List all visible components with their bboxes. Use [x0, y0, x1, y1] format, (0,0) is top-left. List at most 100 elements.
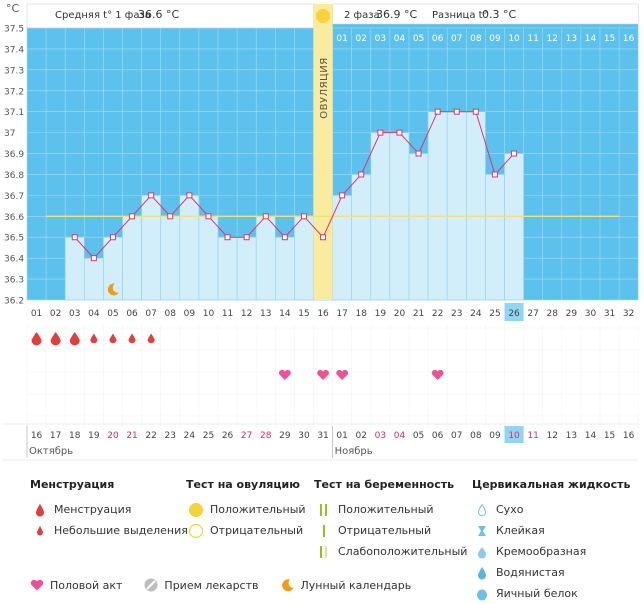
- cycle-day-label: 04: [88, 309, 100, 319]
- legend-ovulation-test: Тест на овуляцию Положительный Отрицател…: [186, 478, 306, 541]
- sun-outline-icon: [186, 523, 206, 539]
- legend-item-menstruation: Менструация: [30, 499, 188, 520]
- weekend-date-label: 04: [394, 431, 406, 441]
- heart-icon: [317, 369, 329, 380]
- legend-item-medication: Прием лекарств: [144, 578, 259, 592]
- legend-pregnancy-test: Тест на беременность Положительный Отриц…: [314, 478, 467, 562]
- blood-drop-icon: [30, 503, 50, 517]
- y-tick-label: 37.3: [4, 66, 24, 76]
- cycle-day-label: 17: [336, 309, 347, 319]
- cycle-day-label: 19: [375, 309, 387, 319]
- temperature-bar: [255, 216, 276, 301]
- cycle-day-label: 23: [451, 309, 462, 319]
- weekend-date-label: 27: [241, 431, 252, 441]
- phase2-day-label: 16: [623, 34, 635, 44]
- phase2-day-label: 05: [413, 34, 424, 44]
- phase2-day-label: 06: [432, 34, 444, 44]
- spotting-drop-icon: [90, 333, 98, 344]
- cycle-day-label: 06: [126, 309, 138, 319]
- y-axis-unit: °C: [6, 2, 20, 15]
- moon-icon: [107, 283, 119, 296]
- sticky-icon: [472, 524, 492, 538]
- temperature-bar: [465, 111, 486, 301]
- date-label: 16: [623, 431, 635, 441]
- date-label: 18: [69, 431, 81, 441]
- temperature-bar: [179, 195, 200, 301]
- weekend-date-label: 11: [527, 431, 538, 441]
- difference-label: Разница t°: [432, 10, 488, 21]
- date-label: 29: [279, 431, 291, 441]
- legend-label: Водянистая: [496, 566, 565, 579]
- legend-label: Небольшие выделения: [54, 524, 188, 537]
- date-label: 02: [356, 431, 367, 441]
- menstruation-drop-icon: [50, 332, 61, 346]
- y-tick-label: 36.3: [4, 276, 24, 286]
- cycle-day-label: 07: [145, 309, 156, 319]
- date-label: 05: [413, 431, 424, 441]
- temperature-bar: [122, 216, 142, 301]
- cycle-day-label: 15: [298, 309, 309, 319]
- ovulation-column: [313, 4, 333, 300]
- legend-item-dry: Сухо: [472, 499, 630, 520]
- date-label: 23: [165, 431, 176, 441]
- weekend-date-label: 03: [375, 431, 386, 441]
- cycle-day-label: 16: [317, 309, 329, 319]
- temperature-bar: [294, 216, 314, 301]
- spotting-drop-icon: [147, 333, 155, 344]
- watery-drop-icon: [472, 566, 492, 580]
- legend-item-watery: Водянистая: [472, 562, 630, 583]
- date-label: 25: [203, 431, 214, 441]
- weekend-date-label: 28: [260, 431, 272, 441]
- spotting-drop-icon: [109, 333, 117, 344]
- legend-item-preg-positive: Положительный: [314, 499, 467, 520]
- legend-cervical: Цервикальная жидкость Сухо Клейкая Кремо…: [472, 478, 630, 604]
- temperature-point: [90, 255, 97, 262]
- y-tick-label: 36.8: [4, 171, 24, 181]
- y-tick-label: 36.6: [4, 213, 24, 223]
- ovulation-test-positive-icon: [316, 9, 331, 23]
- legend-item-ovu-negative: Отрицательный: [186, 520, 306, 541]
- temperature-point: [224, 234, 231, 241]
- cycle-day-label: 25: [489, 309, 500, 319]
- cycle-day-label: 09: [184, 309, 196, 319]
- y-tick-label: 37.1: [4, 108, 24, 118]
- legend-label: Лунный календарь: [300, 578, 412, 592]
- pill-icon: [144, 578, 158, 592]
- temperature-point: [377, 129, 384, 136]
- temperature-point: [491, 171, 498, 178]
- y-tick-label: 37.5: [4, 25, 24, 35]
- date-label: 22: [145, 431, 156, 441]
- spotting-drop-icon: [128, 333, 136, 344]
- phase2-day-label: 10: [508, 34, 520, 44]
- phase2-day-label: 12: [547, 34, 558, 44]
- date-label: 31: [317, 431, 328, 441]
- temperature-point: [434, 108, 441, 115]
- heart-icon: [431, 369, 444, 380]
- cycle-day-label: 20: [394, 309, 406, 319]
- weak-lines-icon: [314, 545, 334, 559]
- bbt-chart: ОВУЛЯЦИЯ °C 36.2 36.3 36.4 36.5 36.6 36.7 36.8 36…: [2, 2, 639, 461]
- temperature-line: [74, 111, 515, 259]
- cycle-day-label: 12: [241, 309, 252, 319]
- legend-label: Слабоположительный: [338, 545, 468, 558]
- legend-item-sticky: Клейкая: [472, 520, 630, 541]
- temperature-bar: [446, 111, 467, 301]
- temperature-point: [148, 192, 155, 199]
- date-label: 13: [566, 431, 577, 441]
- legend-item-ovu-positive: Положительный: [186, 499, 306, 520]
- current-day-highlight: [504, 303, 524, 321]
- legend-label: Отрицательный: [210, 524, 304, 537]
- cycle-day-label: 11: [222, 309, 233, 319]
- cycle-day-label: 01: [31, 309, 42, 319]
- weekend-date-label: 10: [508, 431, 520, 441]
- cycle-day-label: 24: [470, 309, 482, 319]
- legend-label: Прием лекарств: [164, 578, 259, 592]
- date-label: 12: [547, 431, 558, 441]
- cycle-day-label: 08: [165, 309, 177, 319]
- phase2-day-label: 03: [375, 34, 386, 44]
- cycle-day-label: 26: [508, 309, 520, 319]
- phase2-day-label: 08: [470, 34, 482, 44]
- temperature-point: [205, 213, 212, 220]
- temperature-point: [300, 213, 307, 220]
- date-label: 26: [222, 431, 234, 441]
